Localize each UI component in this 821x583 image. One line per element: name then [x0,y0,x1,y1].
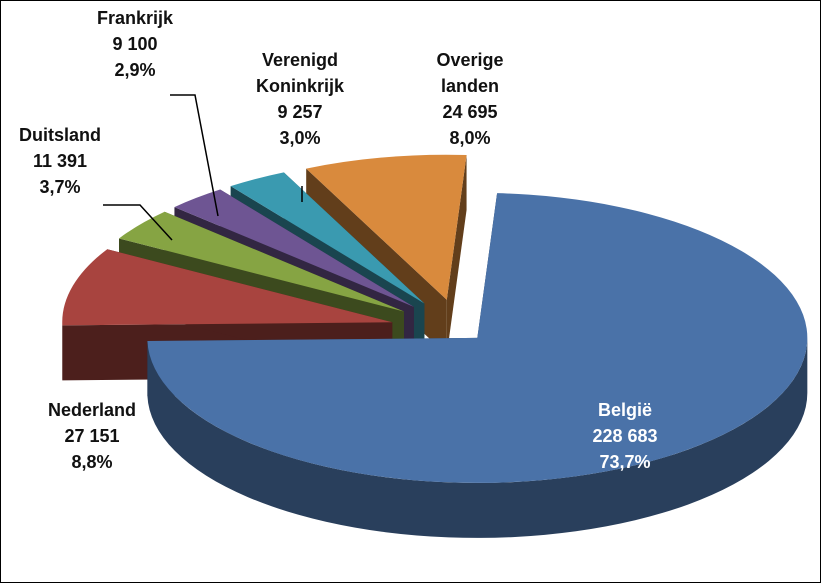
category-label: Verenigd Koninkrijk [256,50,345,96]
value-label: 11 391 [33,151,87,171]
category-label-line: landen [441,76,499,96]
value-label: 27 151 [64,426,119,446]
labels: België 228 683 73,7% Nederland 27 151 8,8% Dui… [19,8,658,472]
value-label: 9 100 [112,34,157,54]
leader-line [103,204,173,241]
slice-cut-face [446,155,467,355]
slice-top [230,172,425,304]
category-label-line: België [598,400,652,420]
category-label-line: Verenigd [262,50,338,70]
slice-top [147,193,808,483]
slice-side [147,337,808,538]
percentage-label: 2,9% [114,60,155,80]
category-label-line: Frankrijk [97,8,174,28]
category-label: Nederland [48,400,136,420]
category-label-line: Koninkrijk [256,76,345,96]
percentage-label: 3,0% [279,128,320,148]
percentage-label: 73,7% [599,452,650,472]
percentage-label: 8,8% [71,452,112,472]
slice-top [118,211,405,312]
category-label-line: Overige [436,50,503,70]
category-label: Overige landen [436,50,503,96]
leader-line [170,94,219,217]
value-label: 228 683 [592,426,657,446]
slice-top [306,154,467,300]
slice-top [174,189,414,307]
slice-top [62,249,393,326]
percentage-label: 8,0% [449,128,490,148]
value-label: 24 695 [442,102,497,122]
category-label: Frankrijk [97,8,174,28]
pie [62,154,808,538]
slice [147,193,808,538]
value-label: 9 257 [277,102,322,122]
category-label-line: Nederland [48,400,136,420]
category-label: België [598,400,652,420]
percentage-label: 3,7% [39,177,80,197]
category-label-line: Duitsland [19,125,101,145]
category-label: Duitsland [19,125,101,145]
